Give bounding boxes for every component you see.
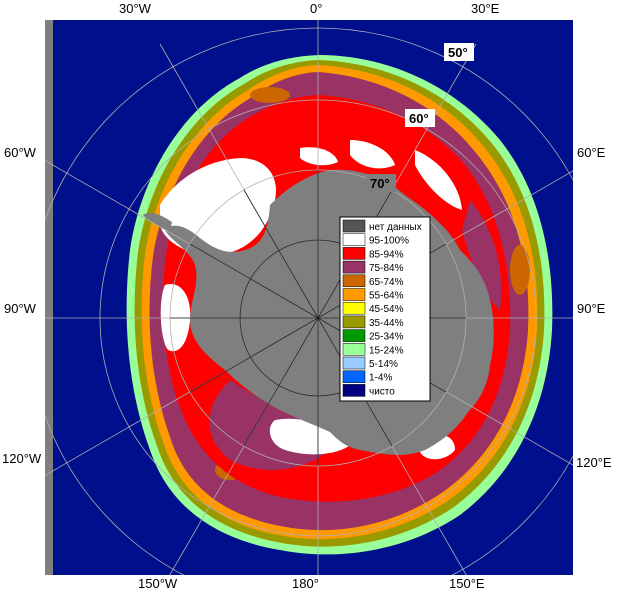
ice-white-north-1 bbox=[300, 147, 338, 166]
legend-swatch-1 bbox=[342, 233, 366, 246]
legend-label-3: 75-84% bbox=[369, 263, 404, 274]
legend-label-7: 35-44% bbox=[369, 318, 404, 329]
lon-label-30e: 30°E bbox=[471, 1, 500, 16]
ice-white-east bbox=[415, 150, 462, 210]
lon-label-60w: 60°W bbox=[4, 145, 37, 160]
legend-swatch-0 bbox=[342, 219, 366, 233]
antarctic-peninsula bbox=[143, 212, 172, 232]
lon-label-150w: 150°W bbox=[138, 576, 178, 591]
lon-label-90e: 90°E bbox=[577, 301, 606, 316]
legend-swatch-8 bbox=[342, 329, 366, 342]
legend-label-12: чисто bbox=[369, 386, 395, 397]
lat-label-60-text: 60° bbox=[409, 111, 429, 126]
lon-label-90w: 90°W bbox=[4, 301, 37, 316]
ice-white-north-2 bbox=[350, 140, 395, 169]
legend-label-1: 95-100% bbox=[369, 236, 409, 247]
legend-swatch-6 bbox=[342, 301, 366, 315]
lon-label-180: 180° bbox=[292, 576, 319, 591]
legend: нет данных 95-100% 85-94% 75-84% 65-74% 55-64… bbox=[339, 216, 431, 402]
right-margin bbox=[573, 0, 617, 594]
lat-label-50: 50° bbox=[444, 43, 474, 61]
legend-label-10: 5-14% bbox=[369, 359, 398, 370]
legend-swatch-7 bbox=[342, 315, 366, 329]
ice-patch-orange-3 bbox=[250, 87, 290, 103]
legend-label-2: 85-94% bbox=[369, 249, 404, 260]
legend-swatch-10 bbox=[342, 356, 366, 370]
legend-label-0: нет данных bbox=[369, 222, 422, 233]
legend-swatch-5 bbox=[342, 288, 366, 301]
ice-white-ross bbox=[269, 418, 355, 455]
left-margin bbox=[0, 0, 45, 594]
lon-label-150e: 150°E bbox=[449, 576, 485, 591]
lat-label-70: 70° bbox=[366, 174, 396, 192]
top-margin bbox=[0, 0, 617, 20]
legend-label-5: 55-64% bbox=[369, 291, 404, 302]
legend-label-9: 15-24% bbox=[369, 345, 404, 356]
no-data-strip-left bbox=[45, 20, 53, 575]
graticule bbox=[45, 20, 573, 575]
ice-patch-purple-2 bbox=[462, 200, 502, 310]
legend-label-6: 45-54% bbox=[369, 304, 404, 315]
legend-label-8: 25-34% bbox=[369, 332, 404, 343]
legend-label-4: 65-74% bbox=[369, 277, 404, 288]
lon-label-60e: 60°E bbox=[577, 145, 606, 160]
lat-label-60: 60° bbox=[405, 109, 435, 127]
lon-label-120w: 120°W bbox=[2, 451, 42, 466]
lon-label-30w: 30°W bbox=[119, 1, 152, 16]
lat-label-70-text: 70° bbox=[370, 176, 390, 191]
legend-swatch-12 bbox=[342, 384, 366, 397]
lon-label-120e: 120°E bbox=[576, 455, 612, 470]
lat-label-50-text: 50° bbox=[448, 45, 468, 60]
lon-label-0: 0° bbox=[310, 1, 322, 16]
legend-label-11: 1-4% bbox=[369, 373, 392, 384]
ice-patch-orange-1 bbox=[510, 245, 530, 295]
legend-swatch-9 bbox=[342, 343, 366, 356]
legend-swatch-4 bbox=[342, 274, 366, 288]
legend-swatch-11 bbox=[342, 370, 366, 383]
bottom-margin bbox=[0, 575, 617, 594]
legend-swatch-2 bbox=[342, 247, 366, 260]
legend-swatch-3 bbox=[342, 260, 366, 274]
